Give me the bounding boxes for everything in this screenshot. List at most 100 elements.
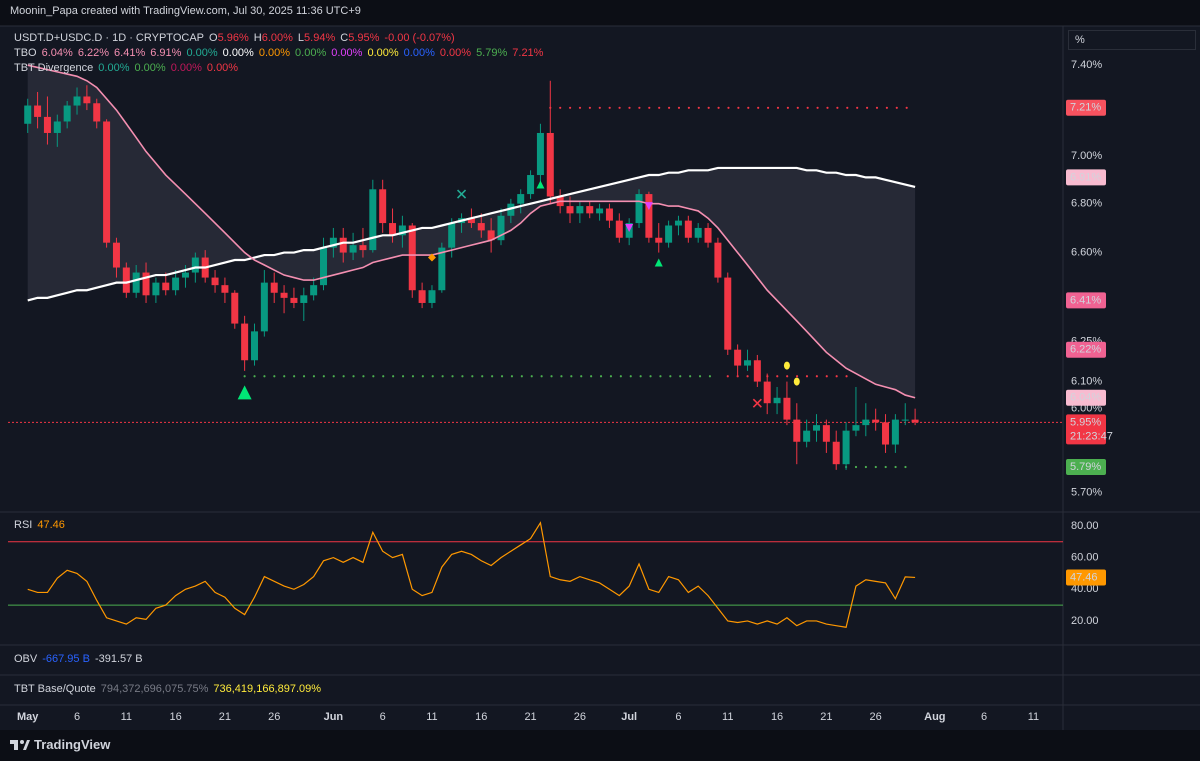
cloud — [27, 65, 916, 398]
signal-marker — [536, 180, 545, 189]
x-tick-label: 26 — [870, 711, 882, 723]
y-tick-label: 7.40% — [1071, 59, 1102, 71]
rsi-tag — [1066, 569, 1106, 586]
symbol: USDT.D+USDC.D · 1D · CRYPTOCAP — [14, 32, 204, 44]
indicator-name: TBO — [14, 47, 37, 59]
indicator-legend: TBT Divergence 0.00% 0.00% 0.00% 0.00% — [14, 61, 243, 75]
signal-marker — [625, 223, 634, 232]
price-tag-label: 5.95% — [1070, 416, 1101, 428]
x-tick-label: 11 — [121, 711, 132, 723]
candle-body — [822, 425, 830, 442]
candle-body — [112, 242, 120, 268]
top-bar — [0, 0, 1200, 26]
indicator-value: 6.91% — [150, 47, 182, 59]
y-tick-label: 40.00 — [1071, 583, 1099, 595]
indicator-value: 0.00% — [439, 47, 472, 59]
y-tick-label: 5.70% — [1071, 487, 1102, 499]
price-tag — [1066, 389, 1106, 406]
candle-body — [536, 132, 544, 176]
indicator-value: 0.00% — [98, 62, 130, 74]
candle-body — [408, 225, 416, 291]
candle-body — [517, 194, 525, 204]
candle-body — [93, 103, 101, 122]
candle-body — [34, 105, 42, 117]
ohlc-value: 6.00% — [261, 32, 293, 44]
candle-body — [882, 422, 890, 445]
candle-body — [103, 121, 111, 243]
candle-body — [842, 430, 850, 465]
candle-body — [566, 206, 574, 214]
candle-body — [398, 225, 406, 236]
footer-bar — [0, 730, 1200, 761]
y-tick-label: 20.00 — [1071, 615, 1099, 627]
brand-logo — [10, 739, 30, 750]
signal-marker — [237, 385, 252, 400]
candle-body — [389, 223, 397, 236]
candle-body — [813, 425, 821, 431]
indicator-value: 0.00% — [186, 47, 218, 59]
candle-body — [527, 175, 535, 195]
indicator-legend: TBO 6.04% 6.22% 6.41% 6.91% 0.00% 0.00% 0.00% 0.… — [14, 46, 548, 60]
candle-body — [448, 223, 456, 248]
panel-value: -391.57 B — [94, 653, 143, 665]
candle-body — [369, 189, 377, 251]
candle-body — [477, 223, 485, 231]
candle-body — [546, 132, 554, 197]
x-tick-label: May — [17, 711, 39, 723]
candle-body — [359, 245, 367, 251]
candle-body — [487, 230, 495, 241]
x-tick-label: 6 — [74, 711, 80, 723]
candle-body — [684, 220, 692, 238]
x-tick-label: Aug — [924, 711, 945, 723]
x-tick-label: Jul — [621, 711, 637, 723]
y-tick-label: 6.60% — [1071, 246, 1102, 258]
y-tick-label: 6.80% — [1071, 198, 1102, 210]
candle-body — [832, 441, 840, 465]
signal-marker — [427, 253, 436, 262]
candle-body — [211, 277, 219, 286]
indicator-value: 0.00% — [222, 47, 254, 59]
candle-body — [605, 208, 613, 221]
candle-body — [339, 237, 347, 253]
candle-body — [615, 220, 623, 238]
indicator-value: 0.00% — [134, 62, 166, 74]
candle-body — [379, 189, 387, 224]
price-tag-label: 7.21% — [1070, 102, 1101, 114]
candle-body — [132, 272, 140, 293]
price-tag — [1066, 99, 1106, 116]
candle-body — [891, 419, 899, 445]
x-tick-label: 16 — [771, 711, 783, 723]
candle-body — [793, 419, 801, 442]
candle-body — [329, 237, 337, 248]
candle-body — [852, 425, 860, 431]
candle-body — [714, 242, 722, 278]
rsi-legend: RSI 47.46 — [14, 518, 70, 532]
candle-body — [586, 206, 594, 214]
indicator-value: 0.00% — [403, 47, 435, 59]
candle-body — [241, 323, 249, 361]
change: -0.00 (-0.07%) — [384, 32, 455, 44]
candle-body — [63, 105, 71, 122]
rsi-value: 47.46 — [37, 519, 65, 531]
candle-body — [43, 116, 51, 133]
scale-button[interactable]: % — [1068, 30, 1196, 50]
candle-body — [645, 194, 653, 238]
candle-body — [73, 96, 81, 106]
indicator-line — [27, 166, 916, 302]
candle-body — [310, 285, 318, 296]
candle-body — [172, 277, 180, 291]
panel-value: 736,419,166,897.09% — [213, 683, 322, 695]
price-tag — [1066, 292, 1106, 309]
candle-body — [231, 292, 239, 324]
indicator-value: 6.04% — [41, 47, 73, 59]
candle-body — [24, 105, 32, 124]
price-tag — [1066, 341, 1106, 358]
ohlc-label: H — [253, 32, 262, 44]
candle-body — [152, 282, 160, 296]
candle-body — [507, 203, 515, 216]
brand: TradingView — [10, 737, 110, 752]
candle-body — [250, 331, 258, 361]
ohlc-label: C — [340, 32, 349, 44]
indicator-value: 6.22% — [77, 47, 110, 59]
